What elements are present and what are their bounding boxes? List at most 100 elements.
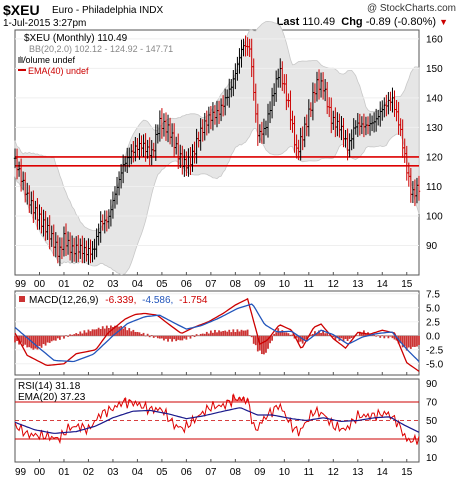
rsi-overbought-fill [232,394,235,403]
macd-histogram-bar [411,335,414,347]
macd-histogram-bar [42,335,45,345]
macd-histogram-bar [181,335,184,341]
macd-histogram-bar [305,335,308,340]
bollinger-band [14,20,420,276]
macd-histogram-bar [316,333,318,336]
macd-histogram-bar [195,334,198,336]
macd-histogram-bar [132,329,135,336]
macd-histogram-bar [146,333,149,336]
macd-histogram-bar [248,335,251,336]
macd-histogram-bar [291,334,294,336]
macd-histogram-bar [185,335,188,340]
chg-label: Chg [341,16,363,28]
macd-histogram-bar [391,335,394,339]
macd-histogram-bar [79,331,82,336]
macd-histogram-bar [63,335,65,339]
macd-histogram-bar [344,335,347,339]
macd-histogram-bar [205,331,208,336]
macd-histogram-bar [136,331,139,336]
macd-histogram-bar [295,335,298,338]
macd-histogram-bar [14,335,16,343]
macd-histogram-bar [201,333,204,336]
macd-histogram-bar [199,333,202,336]
macd-histogram-bar [197,335,200,336]
macd-histogram-bar [242,330,245,336]
macd-histogram-bar [381,335,384,336]
macd-histogram-bar [263,335,265,355]
macd-y-tick-label: 0.0 [426,331,440,342]
macd-histogram-bar [418,335,420,345]
symbol-description: Euro - Philadelphia INDX [52,5,164,16]
macd-histogram-bar [226,331,229,336]
macd-histogram-bar [177,335,180,340]
macd-histogram-bar [161,335,163,339]
x-tick-label-bottom: 08 [230,467,242,478]
last-quote: Last 110.49 Chg -0.89 (-0.80%) ▼ [277,16,448,28]
macd-histogram-bar [171,335,174,342]
macd-histogram-bar [158,335,161,339]
macd-histogram-bar [16,335,18,342]
macd-histogram-bar [89,331,92,336]
macd-histogram-bar [303,335,306,340]
macd-histogram-bar [114,325,116,336]
x-tick-label-top: 10 [279,279,291,290]
macd-histogram-bar [175,335,178,342]
macd-histogram-bar [61,335,63,337]
macd-histogram-bar [383,335,386,339]
macd-histogram-bar [44,335,47,346]
volume-legend-swatch [18,57,23,63]
x-tick-label-bottom: 04 [132,467,144,478]
macd-histogram-bar [250,335,253,338]
macd-histogram-bar [126,330,129,336]
macd-value-2: -4.586, [142,295,173,306]
x-tick-label-bottom: 00 [34,467,46,478]
macd-histogram-bar [95,329,98,336]
macd-histogram-bar [314,331,316,336]
macd-histogram-bar [246,329,249,336]
macd-histogram-bar [409,335,412,349]
macd-histogram-bar [103,328,106,336]
macd-histogram-bar [120,325,123,336]
macd-histogram-bar [230,332,233,336]
macd-histogram-bar [122,328,125,336]
macd-histogram-bar [224,330,227,336]
macd-legend: MACD(12,26,9) -6.339, -4.586, -1.754 [19,295,208,306]
macd-histogram-bar [385,335,388,337]
macd-histogram-bar [322,330,325,336]
macd-histogram-bar [87,329,90,336]
macd-histogram-bar [101,326,104,336]
macd-y-tick-label: 7.5 [426,289,440,300]
rsi-ema-line [14,407,420,434]
macd-histogram-bar [222,331,225,336]
macd-histogram-bar [50,335,53,342]
x-tick-label-top: 03 [107,279,119,290]
macd-histogram-bar [236,329,239,336]
macd-histogram-bar [289,334,292,336]
x-tick-label-bottom: 11 [304,467,315,478]
x-tick-label-bottom: 09 [254,467,266,478]
macd-histogram-bar [275,332,278,336]
macd-histogram-bar [191,335,194,336]
rsi-legend: RSI(14) 31.18 EMA(20) 37.23 [18,381,86,403]
x-tick-label-top: 99 [15,279,27,290]
macd-histogram-bar [77,333,80,336]
macd-histogram-bar [209,330,212,336]
macd-histogram-bar [389,335,392,337]
macd-legend-label: MACD(12,26,9) [29,295,98,306]
macd-histogram-bar [340,335,343,339]
price-y-tick-label: 110 [426,182,442,193]
macd-histogram-bar [144,335,147,337]
macd-histogram-bar [163,335,165,341]
macd-histogram-bar [252,335,255,344]
x-tick-label-bottom: 12 [328,467,340,478]
macd-histogram-bar [350,335,353,338]
macd-histogram-bar [334,335,337,340]
macd-histogram-bar [24,335,27,345]
macd-histogram-bar [142,332,145,336]
last-label: Last [276,16,300,28]
macd-histogram-bar [112,326,114,336]
macd-histogram-bar [309,334,312,336]
macd-histogram-bar [269,335,271,344]
x-tick-label-top: 02 [83,279,95,290]
macd-histogram-bar [152,335,155,338]
